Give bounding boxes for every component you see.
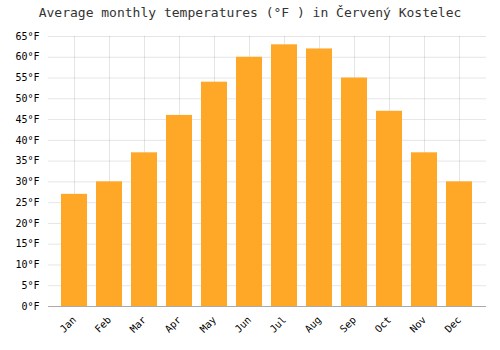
svg-text:35°F: 35°F xyxy=(15,155,39,166)
svg-text:55°F: 55°F xyxy=(15,72,39,83)
svg-text:Oct: Oct xyxy=(373,314,394,335)
svg-text:Jul: Jul xyxy=(268,314,289,335)
svg-text:65°F: 65°F xyxy=(15,31,39,42)
svg-text:10°F: 10°F xyxy=(15,259,39,270)
svg-text:5°F: 5°F xyxy=(21,280,39,291)
svg-text:20°F: 20°F xyxy=(15,218,39,229)
svg-text:15°F: 15°F xyxy=(15,238,39,249)
svg-text:Mar: Mar xyxy=(128,314,149,335)
svg-text:50°F: 50°F xyxy=(15,93,39,104)
svg-text:30°F: 30°F xyxy=(15,176,39,187)
svg-text:Jan: Jan xyxy=(58,314,79,335)
svg-text:Aug: Aug xyxy=(303,314,324,335)
svg-text:45°F: 45°F xyxy=(15,114,39,125)
svg-text:Dec: Dec xyxy=(443,314,464,335)
svg-text:Sep: Sep xyxy=(338,314,359,335)
svg-text:Apr: Apr xyxy=(163,314,184,335)
svg-text:Nov: Nov xyxy=(408,314,429,335)
html-text:Average monthly temperatures (: Average monthly temperatures (°F ) in Če… xyxy=(38,5,462,20)
svg-text:0°F: 0°F xyxy=(21,301,39,312)
svg-text:60°F: 60°F xyxy=(15,51,39,62)
svg-text:25°F: 25°F xyxy=(15,197,39,208)
svg-text:May: May xyxy=(198,314,219,335)
svg-text:Feb: Feb xyxy=(93,314,114,335)
svg-text:40°F: 40°F xyxy=(15,135,39,146)
svg-text:Jun: Jun xyxy=(233,314,254,335)
